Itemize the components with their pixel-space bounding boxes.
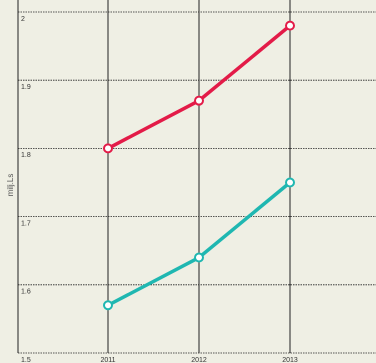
x-tick-label: 2013 xyxy=(282,357,298,363)
point xyxy=(285,177,295,188)
y-tick-label: 1.5 xyxy=(21,357,31,363)
point xyxy=(194,95,204,106)
y-tick-label: 1.6 xyxy=(21,289,31,296)
point xyxy=(285,20,295,31)
y-tick-label: 1.8 xyxy=(21,152,31,159)
point xyxy=(103,300,113,311)
y-axis-label: milj.Ls xyxy=(6,174,15,197)
y-tick-label: 2 xyxy=(21,16,25,23)
y-tick-label: 1.7 xyxy=(21,220,31,227)
x-tick-label: 2011 xyxy=(100,357,115,363)
point xyxy=(103,143,113,154)
y-tick-label: 1.9 xyxy=(21,84,31,91)
point xyxy=(194,252,204,263)
x-tick-label: 2012 xyxy=(191,357,207,363)
